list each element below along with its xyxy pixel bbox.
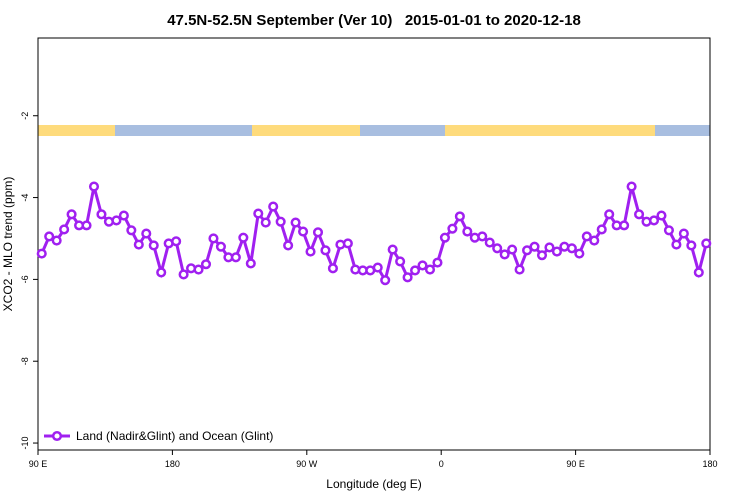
data-point xyxy=(178,269,189,280)
data-point xyxy=(596,224,607,235)
data-point xyxy=(581,231,592,242)
data-point xyxy=(663,225,674,236)
data-point xyxy=(424,264,436,275)
data-point xyxy=(634,209,645,220)
data-point xyxy=(477,231,488,242)
chart-title: 47.5N-52.5N September (Ver 10) 2015-01-0… xyxy=(167,12,581,29)
y-tick-label: -2 xyxy=(20,112,30,120)
data-point xyxy=(193,264,204,275)
data-point xyxy=(44,231,55,242)
data-point xyxy=(327,263,338,274)
data-point xyxy=(59,224,70,235)
data-point xyxy=(417,260,428,271)
data-point xyxy=(507,244,518,255)
data-point xyxy=(454,211,465,222)
x-tick-label: 90 E xyxy=(566,459,585,469)
data-point xyxy=(656,210,667,221)
data-point xyxy=(81,220,92,231)
data-point xyxy=(268,201,279,212)
data-point xyxy=(499,249,510,260)
data-point xyxy=(36,248,47,259)
data-point xyxy=(402,272,413,283)
data-point xyxy=(66,209,77,220)
data-point xyxy=(200,259,212,270)
x-axis-title: Longitude (deg E) xyxy=(326,477,421,491)
y-tick-label: -6 xyxy=(20,275,30,283)
data-point xyxy=(678,228,689,239)
legend-label: Land (Nadir&Glint) and Ocean (Glint) xyxy=(76,429,273,443)
data-point xyxy=(447,223,458,234)
x-tick-label: 180 xyxy=(702,459,717,469)
data-point xyxy=(380,275,391,286)
data-point xyxy=(342,238,353,249)
data-point xyxy=(260,217,271,228)
data-point xyxy=(484,237,495,248)
data-point xyxy=(275,216,286,227)
data-point xyxy=(387,244,398,255)
data-point xyxy=(589,235,600,246)
data-point xyxy=(88,181,100,192)
data-point xyxy=(604,209,615,220)
data-point xyxy=(693,267,704,278)
data-point xyxy=(51,235,62,246)
data-point xyxy=(462,226,473,237)
data-point xyxy=(111,215,122,226)
data-point xyxy=(253,208,264,219)
x-tick-label: 90 W xyxy=(296,459,318,469)
data-point xyxy=(148,240,159,251)
data-point xyxy=(544,242,555,253)
x-tick-label: 0 xyxy=(439,459,444,469)
data-point xyxy=(686,240,697,251)
data-point xyxy=(283,240,294,251)
data-point xyxy=(566,243,577,254)
data-point xyxy=(514,264,525,275)
data-point xyxy=(118,210,129,221)
data-point xyxy=(626,181,637,192)
data-point xyxy=(551,246,562,257)
y-tick-label: -4 xyxy=(20,194,30,202)
data-point xyxy=(96,209,107,220)
x-tick-label: 180 xyxy=(165,459,180,469)
data-point xyxy=(432,257,443,268)
data-point xyxy=(126,225,137,236)
data-point xyxy=(648,215,660,226)
data-point xyxy=(245,258,256,269)
data-point xyxy=(439,232,450,243)
data-point xyxy=(320,245,331,256)
data-point xyxy=(305,246,316,257)
data-point xyxy=(410,265,421,276)
data-point xyxy=(171,236,182,247)
data-point xyxy=(298,226,309,237)
data-point xyxy=(312,227,324,238)
data-point xyxy=(230,252,241,263)
data-point xyxy=(492,243,503,254)
data-point xyxy=(215,241,226,252)
data-point xyxy=(238,232,249,243)
data-point xyxy=(133,239,144,250)
data-point xyxy=(395,256,406,267)
data-point xyxy=(290,217,301,228)
data-point xyxy=(372,262,383,273)
data-point xyxy=(536,250,548,261)
y-tick-label: -8 xyxy=(20,357,30,365)
x-tick-label: 90 E xyxy=(29,459,48,469)
data-point xyxy=(208,233,219,244)
y-axis-title: XCO2 - MLO trend (ppm) xyxy=(1,177,15,312)
data-point xyxy=(529,241,540,252)
data-point xyxy=(671,239,682,250)
data-point xyxy=(141,228,152,239)
data-point xyxy=(156,267,167,278)
data-point xyxy=(701,238,712,249)
land-ocean-strip xyxy=(38,125,710,136)
y-tick-label: -10 xyxy=(20,437,30,450)
data-point xyxy=(522,245,533,256)
data-point xyxy=(574,248,585,259)
legend-marker xyxy=(51,430,63,442)
data-point xyxy=(619,220,630,231)
